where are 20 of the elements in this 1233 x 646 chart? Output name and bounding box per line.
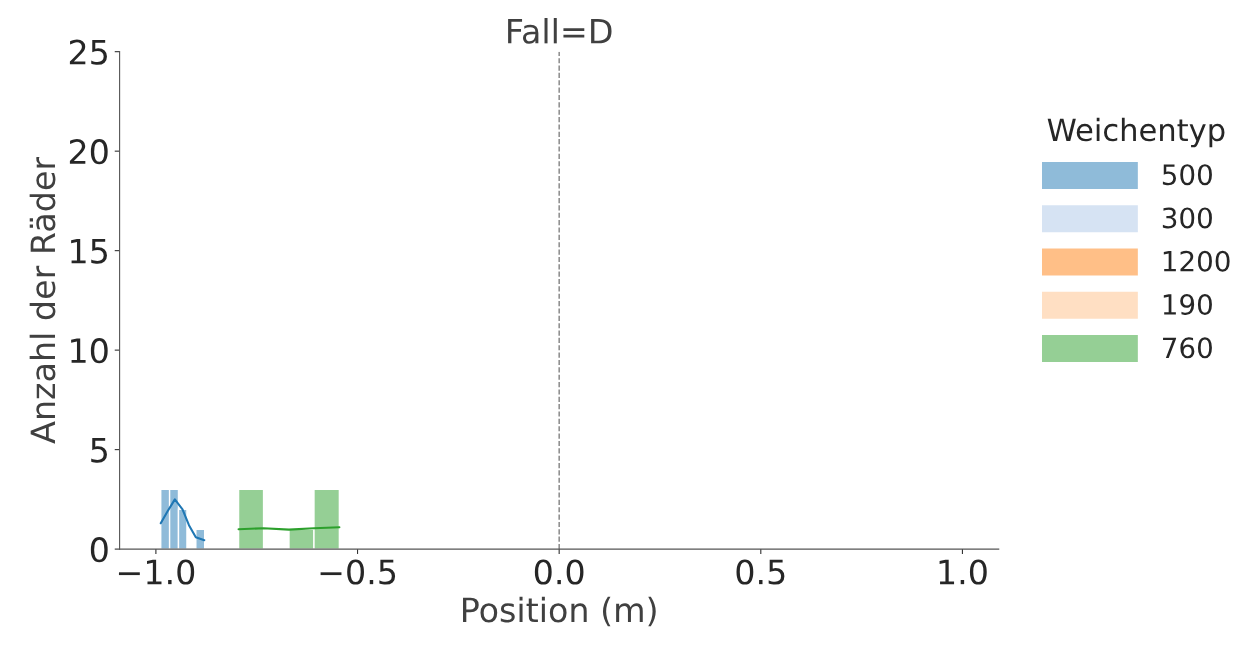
x-tick-label: 0.0 (534, 559, 584, 585)
y-tick-label: 20 (69, 139, 108, 165)
y-tick-label: 10 (71, 338, 108, 364)
x-tick-label: 0.5 (736, 559, 785, 585)
x-axis-title: Position (m) (463, 596, 656, 627)
legend-label: 190 (1163, 294, 1212, 316)
y-tick-label: 25 (69, 39, 107, 65)
y-tick-label: 0 (90, 537, 108, 563)
x-tick-label: −0.5 (320, 559, 396, 585)
legend-label: 1200 (1163, 250, 1230, 272)
legend-label: 500 (1162, 164, 1212, 186)
x-tick-label: −1.0 (118, 559, 195, 585)
legend-label: 760 (1163, 337, 1212, 359)
chart-title: Fall=D (508, 18, 612, 44)
x-tick-label: 1.0 (939, 559, 987, 585)
y-tick-label: 15 (71, 239, 107, 264)
legend-title: Weichentyp (1047, 117, 1225, 148)
y-tick-label: 5 (91, 437, 107, 463)
legend-label: 300 (1162, 207, 1212, 229)
y-axis-title: Anzahl der Räder (29, 156, 56, 444)
